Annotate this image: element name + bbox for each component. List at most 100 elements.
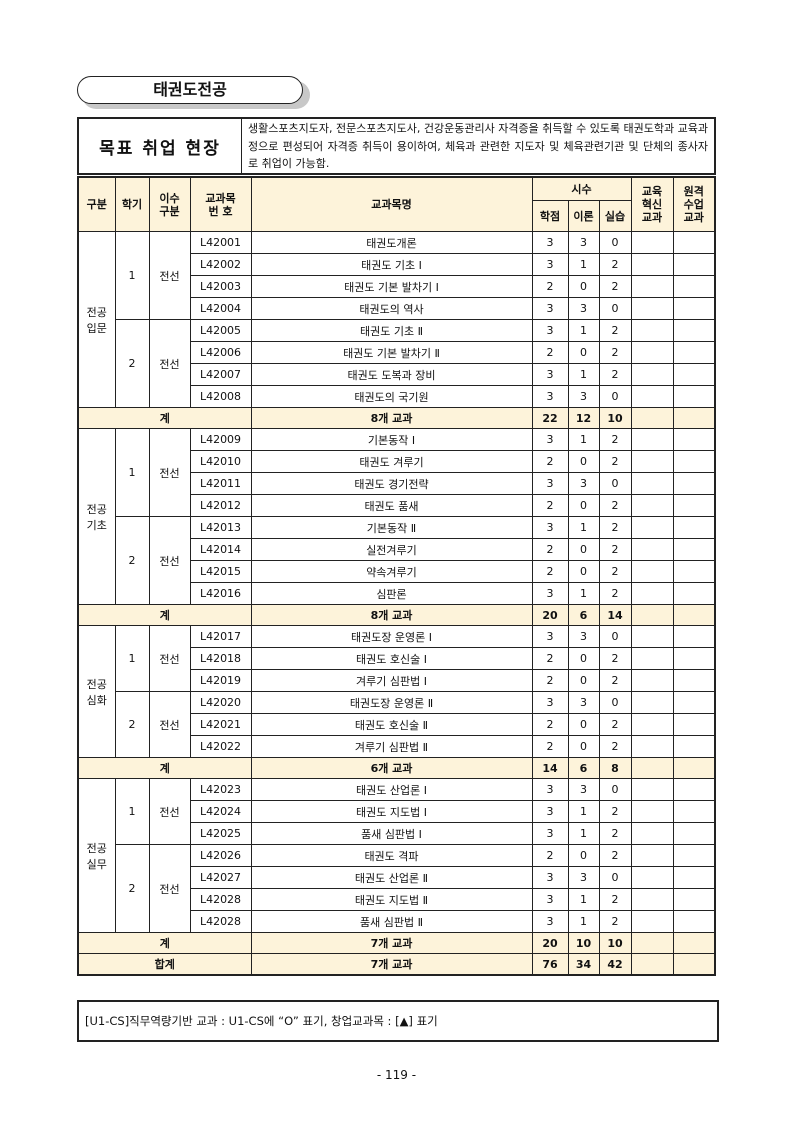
innovation-cell xyxy=(630,582,674,605)
sum-remote xyxy=(672,932,716,954)
course-name: 태권도 기본 발차기 Ⅰ xyxy=(250,275,533,298)
sum-remote xyxy=(672,757,716,779)
course-code: L42007 xyxy=(189,363,252,386)
theory: 0 xyxy=(567,341,600,364)
credit: 3 xyxy=(531,319,569,342)
semester-cell: 2 xyxy=(114,319,150,408)
sum-practice: 42 xyxy=(598,953,632,976)
sum-remote xyxy=(672,407,716,429)
table-row: 전공 입문 1 전선 L42001 태권도개론 3 3 0 xyxy=(77,231,716,408)
sum-theory: 6 xyxy=(567,757,600,779)
remote-cell xyxy=(672,691,716,714)
remote-cell xyxy=(672,735,716,758)
remote-cell xyxy=(672,341,716,364)
practice: 2 xyxy=(598,363,632,386)
page-number: - 119 - xyxy=(376,1068,417,1082)
innovation-cell xyxy=(630,822,674,845)
innovation-cell xyxy=(630,866,674,889)
innovation-cell xyxy=(630,450,674,473)
remote-cell xyxy=(672,231,716,254)
practice: 0 xyxy=(598,231,632,254)
credit: 2 xyxy=(531,275,569,298)
header-semester: 학기 xyxy=(114,176,150,232)
credit: 2 xyxy=(531,450,569,473)
semester-cell: 1 xyxy=(114,778,150,845)
sum-credit: 14 xyxy=(531,757,569,779)
theory: 1 xyxy=(567,319,600,342)
sum-theory: 10 xyxy=(567,932,600,954)
course-name: 태권도 도복과 장비 xyxy=(250,363,533,386)
innovation-cell xyxy=(630,538,674,561)
course-name: 태권도장 운영론 Ⅰ xyxy=(250,625,533,648)
sum-practice: 8 xyxy=(598,757,632,779)
practice: 2 xyxy=(598,735,632,758)
practice: 0 xyxy=(598,866,632,889)
remote-cell xyxy=(672,450,716,473)
innovation-cell xyxy=(630,494,674,517)
remote-cell xyxy=(672,582,716,605)
practice: 0 xyxy=(598,385,632,408)
sum-count: 7개 교과 xyxy=(250,953,533,976)
sum-count: 6개 교과 xyxy=(250,757,533,779)
sum-count: 7개 교과 xyxy=(250,932,533,954)
theory: 0 xyxy=(567,647,600,670)
practice: 2 xyxy=(598,428,632,451)
practice: 2 xyxy=(598,669,632,692)
practice: 2 xyxy=(598,910,632,933)
type-cell: 전선 xyxy=(148,231,191,320)
semester-cell: 1 xyxy=(114,231,150,320)
course-name: 태권도 품새 xyxy=(250,494,533,517)
course-name: 실전겨루기 xyxy=(250,538,533,561)
category-cell: 전공 기초 xyxy=(77,428,116,605)
remote-cell xyxy=(672,494,716,517)
course-name: 태권도 경기전략 xyxy=(250,472,533,495)
semester-cell: 2 xyxy=(114,844,150,933)
sum-label: 합계 xyxy=(77,953,252,976)
semester-cell: 2 xyxy=(114,691,150,758)
sum-credit: 20 xyxy=(531,604,569,626)
sum-practice: 14 xyxy=(598,604,632,626)
practice: 2 xyxy=(598,538,632,561)
practice: 2 xyxy=(598,253,632,276)
total-row: 합계 7개 교과 76 34 42 xyxy=(77,953,716,976)
credit: 3 xyxy=(531,297,569,320)
innovation-cell xyxy=(630,910,674,933)
course-code: L42008 xyxy=(189,385,252,408)
sum-theory: 12 xyxy=(567,407,600,429)
innovation-cell xyxy=(630,385,674,408)
innovation-cell xyxy=(630,341,674,364)
table-row: L42015 약속겨루기 2 0 2 xyxy=(78,560,716,583)
credit: 2 xyxy=(531,669,569,692)
theory: 0 xyxy=(567,560,600,583)
credit: 3 xyxy=(531,866,569,889)
innovation-cell xyxy=(630,625,674,648)
course-code: L42011 xyxy=(189,472,252,495)
remote-cell xyxy=(672,888,716,911)
course-name: 태권도 겨루기 xyxy=(250,450,533,473)
course-name: 태권도 산업론 Ⅱ xyxy=(250,866,533,889)
credit: 2 xyxy=(531,538,569,561)
innovation-cell xyxy=(630,253,674,276)
practice: 2 xyxy=(598,516,632,539)
course-code: L42028 xyxy=(189,888,252,911)
credit: 3 xyxy=(531,231,569,254)
credit: 2 xyxy=(531,713,569,736)
sum-count: 8개 교과 xyxy=(250,604,533,626)
theory: 0 xyxy=(567,538,600,561)
course-code: L42021 xyxy=(189,713,252,736)
course-name: 태권도 지도법 Ⅱ xyxy=(250,888,533,911)
type-cell: 전선 xyxy=(148,778,191,845)
sum-innovation xyxy=(630,953,674,976)
credit: 3 xyxy=(531,910,569,933)
theory: 1 xyxy=(567,516,600,539)
theory: 3 xyxy=(567,866,600,889)
